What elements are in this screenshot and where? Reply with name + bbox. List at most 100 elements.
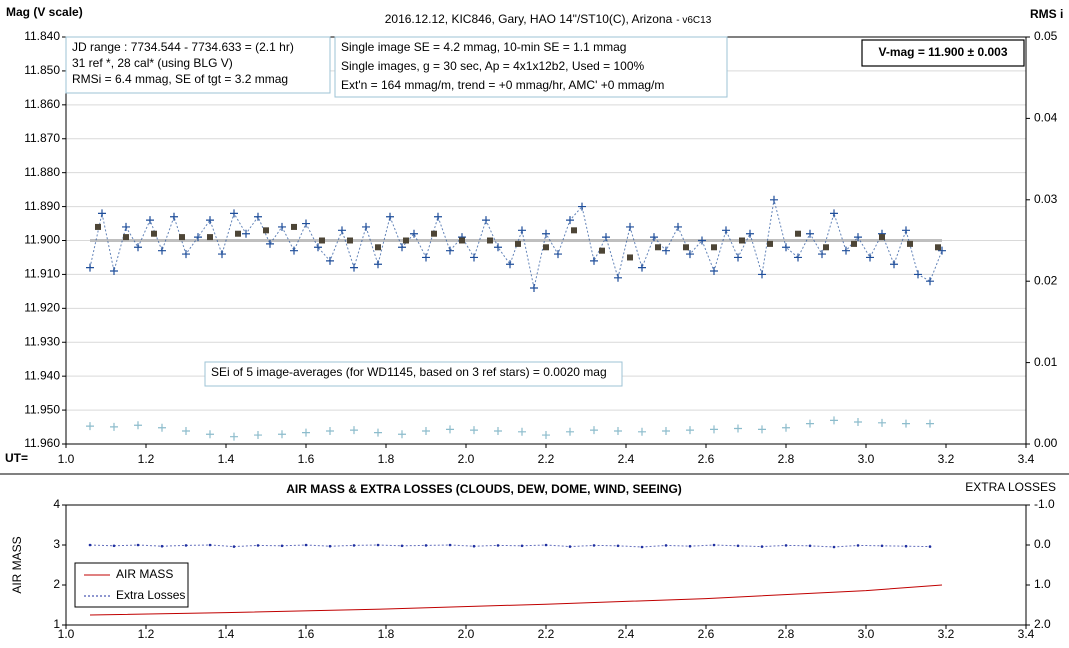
y2-tick-label: 0.01 [1034, 355, 1058, 369]
point [566, 216, 574, 225]
average-point [795, 230, 801, 237]
point [160, 544, 164, 548]
annotation-text: 31 ref *, 28 cal* (using BLG V) [72, 56, 233, 70]
point [278, 222, 286, 231]
point [530, 283, 538, 292]
point [662, 426, 670, 435]
point [146, 216, 154, 225]
legend-box [74, 562, 189, 608]
average-point [627, 254, 633, 261]
average-point [319, 237, 325, 244]
x-tick-label: 2.6 [698, 452, 715, 466]
point [326, 256, 334, 265]
point [110, 267, 118, 276]
annotation: JD range : 7734.544 - 7734.633 = (2.1 hr… [65, 36, 331, 94]
legend-label: Extra Losses [116, 588, 185, 602]
point [760, 545, 764, 548]
annotation-text: Single images, g = 30 sec, Ap = 4x1x12b2… [341, 59, 645, 73]
y-tick-label: 11.910 [24, 267, 60, 281]
point [712, 543, 716, 547]
x-tick-label: 2.2 [538, 452, 555, 466]
point [422, 426, 430, 435]
plot-area [65, 504, 1027, 626]
average-point [851, 240, 857, 247]
point [808, 544, 812, 548]
x-tick-label: 1.0 [58, 452, 75, 466]
point [86, 422, 94, 431]
average-point [151, 230, 157, 237]
x-tick-label: 1.4 [218, 452, 235, 466]
x-tick-label: 1.4 [218, 627, 235, 641]
point [254, 212, 262, 221]
point [338, 226, 346, 235]
point [194, 233, 202, 242]
point [470, 253, 478, 262]
average-point [347, 237, 353, 244]
y-tick-label: 11.930 [24, 334, 60, 348]
y-tick-label: 11.870 [24, 131, 60, 145]
annotation-text: JD range : 7734.544 - 7734.633 = (2.1 hr… [72, 40, 294, 54]
x-tick-label: 3.2 [938, 627, 955, 641]
x-tick-label: 2.2 [538, 627, 555, 641]
annotation-text: Ext'n = 164 mmag/m, trend = +0 mmag/hr, … [341, 78, 664, 92]
series-line [89, 544, 931, 548]
point [494, 426, 502, 435]
point [302, 219, 310, 228]
point [880, 544, 884, 548]
y2-axis-label: RMS i [1030, 7, 1063, 21]
point [208, 543, 212, 547]
average-point [823, 244, 829, 251]
point [422, 253, 430, 262]
point [230, 209, 238, 218]
annotation-box [861, 39, 1025, 67]
point [926, 419, 934, 428]
average-point [711, 244, 717, 251]
point [616, 544, 620, 548]
point [254, 431, 262, 440]
average-point [431, 230, 437, 237]
point [158, 423, 166, 432]
point [856, 544, 860, 547]
x-tick-label: 2.8 [778, 627, 795, 641]
point [782, 423, 790, 432]
point [472, 544, 476, 548]
point [638, 427, 646, 436]
series-line [89, 199, 943, 289]
point [734, 253, 742, 262]
y2-tick-label: 2.0 [1034, 617, 1051, 631]
point [854, 233, 862, 242]
average-point [767, 240, 773, 247]
average-point [599, 247, 605, 254]
y-tick-label: 2 [53, 577, 60, 591]
point [674, 222, 682, 231]
average-point [487, 237, 493, 244]
y-tick-label: 11.840 [24, 29, 60, 43]
point [434, 212, 442, 221]
point [710, 425, 718, 434]
x-axis-label: UT= [5, 451, 28, 465]
point [554, 250, 562, 259]
y-tick-label: 11.940 [24, 368, 60, 382]
x-tick-label: 2.4 [618, 452, 635, 466]
point [592, 544, 596, 547]
x-tick-label: 3.4 [1018, 452, 1035, 466]
y-tick-label: 11.950 [24, 402, 60, 416]
y-tick-label: 1 [53, 617, 60, 631]
point [446, 425, 454, 434]
point [590, 426, 598, 435]
point [638, 263, 646, 272]
point [350, 426, 358, 435]
x-tick-label: 1.8 [378, 452, 395, 466]
y-tick-label: 11.860 [24, 97, 60, 111]
point [302, 428, 310, 437]
point [614, 273, 622, 282]
point [304, 543, 308, 547]
x-tick-label: 1.6 [298, 452, 315, 466]
y2-tick-label: 0.00 [1034, 436, 1058, 450]
chart-title: 2016.12.12, KIC846, Gary, HAO 14"/ST10(C… [385, 12, 712, 26]
point [710, 267, 718, 276]
point [122, 222, 130, 231]
point [758, 270, 766, 279]
